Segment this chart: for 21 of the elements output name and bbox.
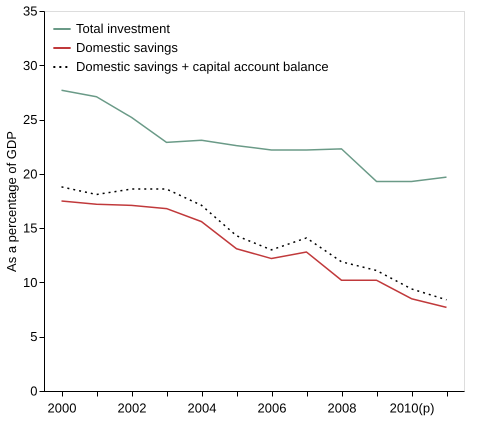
x-tick-label: 2008 [328,400,356,416]
legend-label: Domestic savings [76,40,178,55]
y-tick-label: 15 [23,220,38,236]
x-tick-label: 2000 [48,400,76,416]
x-tick-label: 2006 [258,400,286,416]
line-series [60,200,448,308]
y-tick-label: 20 [23,166,38,182]
y-tick-label: 35 [23,4,38,18]
legend-label: Total investment [76,21,170,36]
y-tick-label: 10 [23,274,38,290]
x-tick-label: 2004 [188,400,216,416]
y-axis-title: As a percentage of GDP [4,131,20,272]
y-tick-label: 0 [30,384,38,398]
line-series [60,186,448,301]
legend-label: Domestic savings + capital account balance [76,59,329,74]
x-tick-label: 2002 [118,400,146,416]
y-tick-label: 5 [30,329,38,344]
line-series [60,90,448,182]
y-tick-label: 25 [23,112,38,128]
x-tick-label: 2010(p) [390,400,434,416]
y-tick-label: 30 [23,58,38,73]
